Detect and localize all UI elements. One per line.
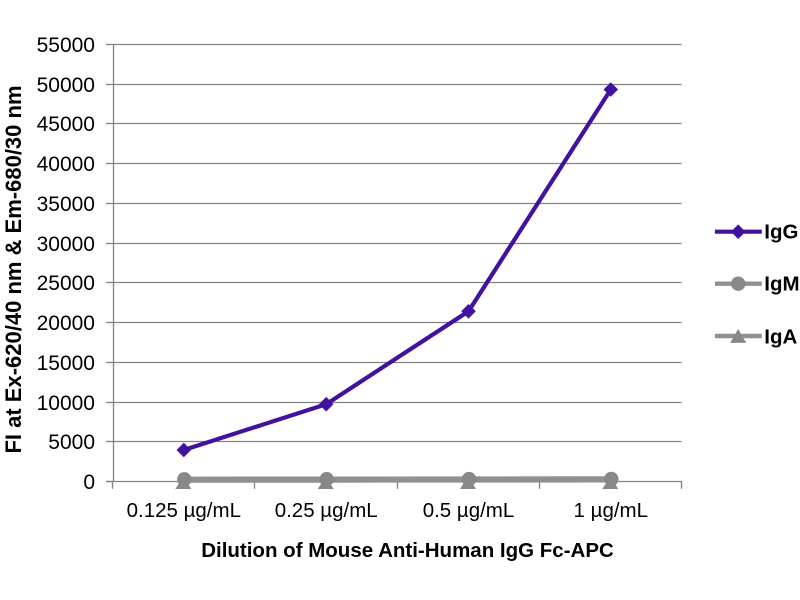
svg-text:IgA: IgA [764, 325, 797, 348]
svg-text:15000: 15000 [37, 352, 95, 375]
svg-text:30000: 30000 [37, 233, 95, 256]
svg-text:35000: 35000 [37, 193, 95, 216]
svg-text:0: 0 [83, 471, 95, 494]
svg-text:20000: 20000 [37, 312, 95, 335]
svg-text:40000: 40000 [37, 153, 95, 176]
svg-text:50000: 50000 [37, 74, 95, 97]
svg-text:25000: 25000 [37, 272, 95, 295]
svg-text:FI at Ex-620/40 nm & Em-680/30: FI at Ex-620/40 nm & Em-680/30 nm [1, 85, 26, 453]
svg-text:0.25 µg/mL: 0.25 µg/mL [275, 499, 378, 522]
svg-text:5000: 5000 [48, 431, 95, 454]
svg-text:IgG: IgG [764, 220, 798, 243]
svg-text:Dilution of Mouse Anti-Human I: Dilution of Mouse Anti-Human IgG Fc-APC [201, 539, 614, 562]
svg-text:1 µg/mL: 1 µg/mL [574, 499, 648, 522]
svg-text:0.125 µg/mL: 0.125 µg/mL [127, 499, 241, 522]
svg-text:0.5 µg/mL: 0.5 µg/mL [423, 499, 515, 522]
svg-text:55000: 55000 [37, 34, 95, 57]
svg-text:10000: 10000 [37, 392, 95, 415]
svg-text:45000: 45000 [37, 113, 95, 136]
svg-text:IgM: IgM [764, 272, 799, 295]
